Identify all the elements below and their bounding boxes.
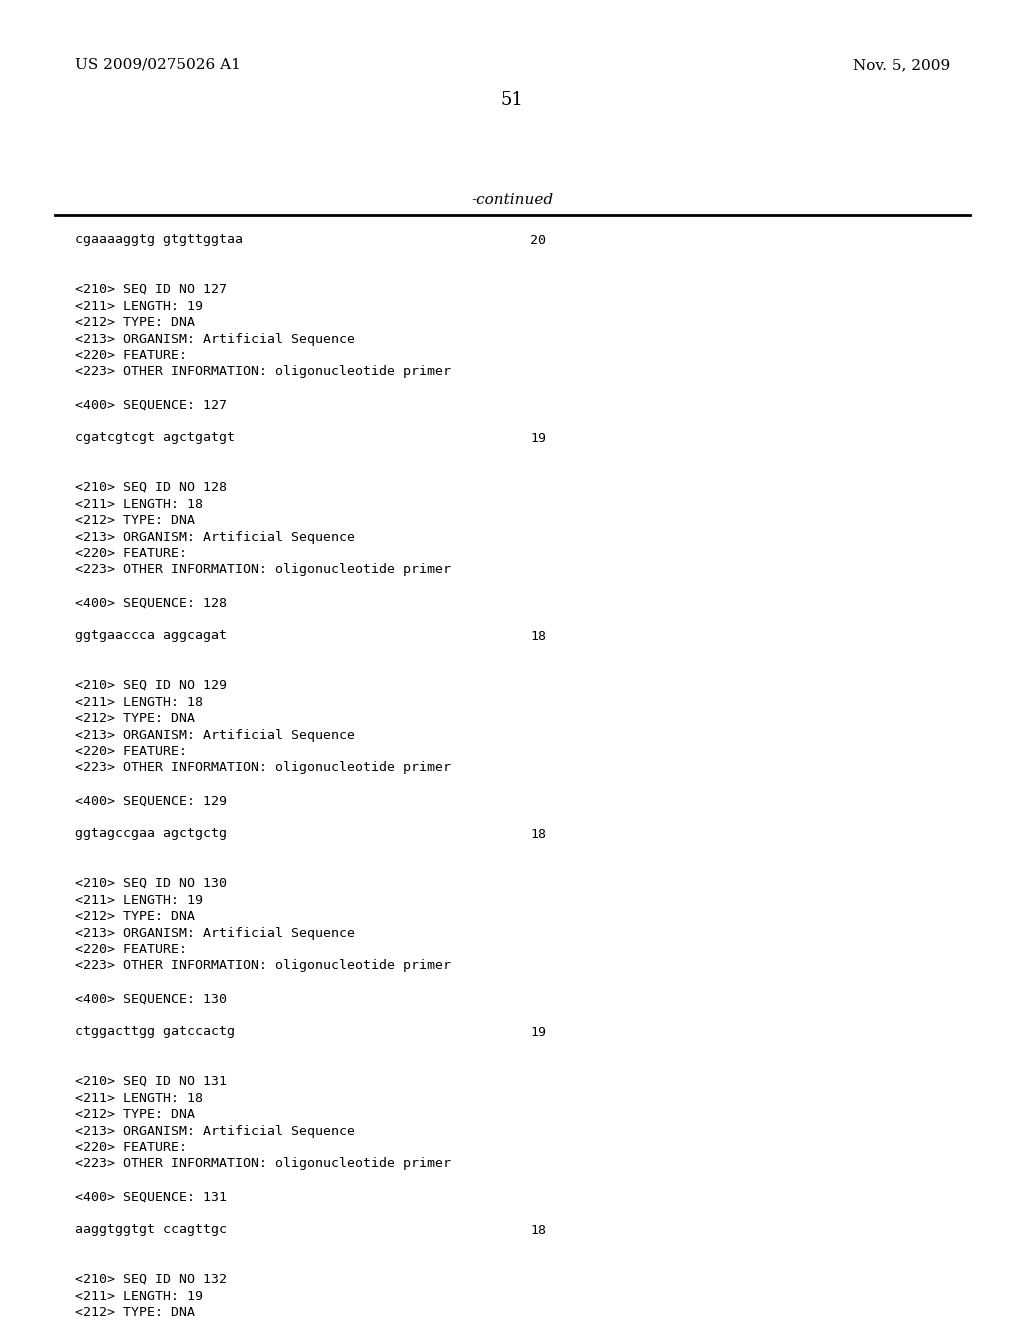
Text: <223> OTHER INFORMATION: oligonucleotide primer: <223> OTHER INFORMATION: oligonucleotide… <box>75 1158 451 1171</box>
Text: <213> ORGANISM: Artificial Sequence: <213> ORGANISM: Artificial Sequence <box>75 1125 355 1138</box>
Text: 20: 20 <box>530 234 546 247</box>
Text: <400> SEQUENCE: 129: <400> SEQUENCE: 129 <box>75 795 227 808</box>
Text: <211> LENGTH: 19: <211> LENGTH: 19 <box>75 300 203 313</box>
Text: <213> ORGANISM: Artificial Sequence: <213> ORGANISM: Artificial Sequence <box>75 927 355 940</box>
Text: <400> SEQUENCE: 128: <400> SEQUENCE: 128 <box>75 597 227 610</box>
Text: <220> FEATURE:: <220> FEATURE: <box>75 546 187 560</box>
Text: 18: 18 <box>530 828 546 841</box>
Text: <210> SEQ ID NO 129: <210> SEQ ID NO 129 <box>75 678 227 692</box>
Text: <220> FEATURE:: <220> FEATURE: <box>75 1140 187 1154</box>
Text: <212> TYPE: DNA: <212> TYPE: DNA <box>75 1107 195 1121</box>
Text: <211> LENGTH: 18: <211> LENGTH: 18 <box>75 1092 203 1105</box>
Text: <211> LENGTH: 19: <211> LENGTH: 19 <box>75 894 203 907</box>
Text: <210> SEQ ID NO 128: <210> SEQ ID NO 128 <box>75 480 227 494</box>
Text: <213> ORGANISM: Artificial Sequence: <213> ORGANISM: Artificial Sequence <box>75 333 355 346</box>
Text: Nov. 5, 2009: Nov. 5, 2009 <box>853 58 950 73</box>
Text: 18: 18 <box>530 1224 546 1237</box>
Text: <212> TYPE: DNA: <212> TYPE: DNA <box>75 315 195 329</box>
Text: 19: 19 <box>530 432 546 445</box>
Text: <223> OTHER INFORMATION: oligonucleotide primer: <223> OTHER INFORMATION: oligonucleotide… <box>75 762 451 775</box>
Text: cgaaaaggtg gtgttggtaa: cgaaaaggtg gtgttggtaa <box>75 234 243 247</box>
Text: <212> TYPE: DNA: <212> TYPE: DNA <box>75 711 195 725</box>
Text: <220> FEATURE:: <220> FEATURE: <box>75 942 187 956</box>
Text: <211> LENGTH: 19: <211> LENGTH: 19 <box>75 1290 203 1303</box>
Text: 18: 18 <box>530 630 546 643</box>
Text: <220> FEATURE:: <220> FEATURE: <box>75 348 187 362</box>
Text: ggtgaaccca aggcagat: ggtgaaccca aggcagat <box>75 630 227 643</box>
Text: <210> SEQ ID NO 130: <210> SEQ ID NO 130 <box>75 876 227 890</box>
Text: <223> OTHER INFORMATION: oligonucleotide primer: <223> OTHER INFORMATION: oligonucleotide… <box>75 564 451 577</box>
Text: ggtagccgaa agctgctg: ggtagccgaa agctgctg <box>75 828 227 841</box>
Text: <223> OTHER INFORMATION: oligonucleotide primer: <223> OTHER INFORMATION: oligonucleotide… <box>75 960 451 973</box>
Text: <210> SEQ ID NO 131: <210> SEQ ID NO 131 <box>75 1074 227 1088</box>
Text: <400> SEQUENCE: 131: <400> SEQUENCE: 131 <box>75 1191 227 1204</box>
Text: <213> ORGANISM: Artificial Sequence: <213> ORGANISM: Artificial Sequence <box>75 531 355 544</box>
Text: -continued: -continued <box>471 193 553 207</box>
Text: <210> SEQ ID NO 127: <210> SEQ ID NO 127 <box>75 282 227 296</box>
Text: <210> SEQ ID NO 132: <210> SEQ ID NO 132 <box>75 1272 227 1286</box>
Text: cgatcgtcgt agctgatgt: cgatcgtcgt agctgatgt <box>75 432 234 445</box>
Text: 51: 51 <box>501 91 523 110</box>
Text: ctggacttgg gatccactg: ctggacttgg gatccactg <box>75 1026 234 1039</box>
Text: US 2009/0275026 A1: US 2009/0275026 A1 <box>75 58 241 73</box>
Text: <223> OTHER INFORMATION: oligonucleotide primer: <223> OTHER INFORMATION: oligonucleotide… <box>75 366 451 379</box>
Text: <212> TYPE: DNA: <212> TYPE: DNA <box>75 909 195 923</box>
Text: 19: 19 <box>530 1026 546 1039</box>
Text: <211> LENGTH: 18: <211> LENGTH: 18 <box>75 696 203 709</box>
Text: <211> LENGTH: 18: <211> LENGTH: 18 <box>75 498 203 511</box>
Text: <400> SEQUENCE: 130: <400> SEQUENCE: 130 <box>75 993 227 1006</box>
Text: <220> FEATURE:: <220> FEATURE: <box>75 744 187 758</box>
Text: <212> TYPE: DNA: <212> TYPE: DNA <box>75 513 195 527</box>
Text: aaggtggtgt ccagttgc: aaggtggtgt ccagttgc <box>75 1224 227 1237</box>
Text: <400> SEQUENCE: 127: <400> SEQUENCE: 127 <box>75 399 227 412</box>
Text: <212> TYPE: DNA: <212> TYPE: DNA <box>75 1305 195 1319</box>
Text: <213> ORGANISM: Artificial Sequence: <213> ORGANISM: Artificial Sequence <box>75 729 355 742</box>
